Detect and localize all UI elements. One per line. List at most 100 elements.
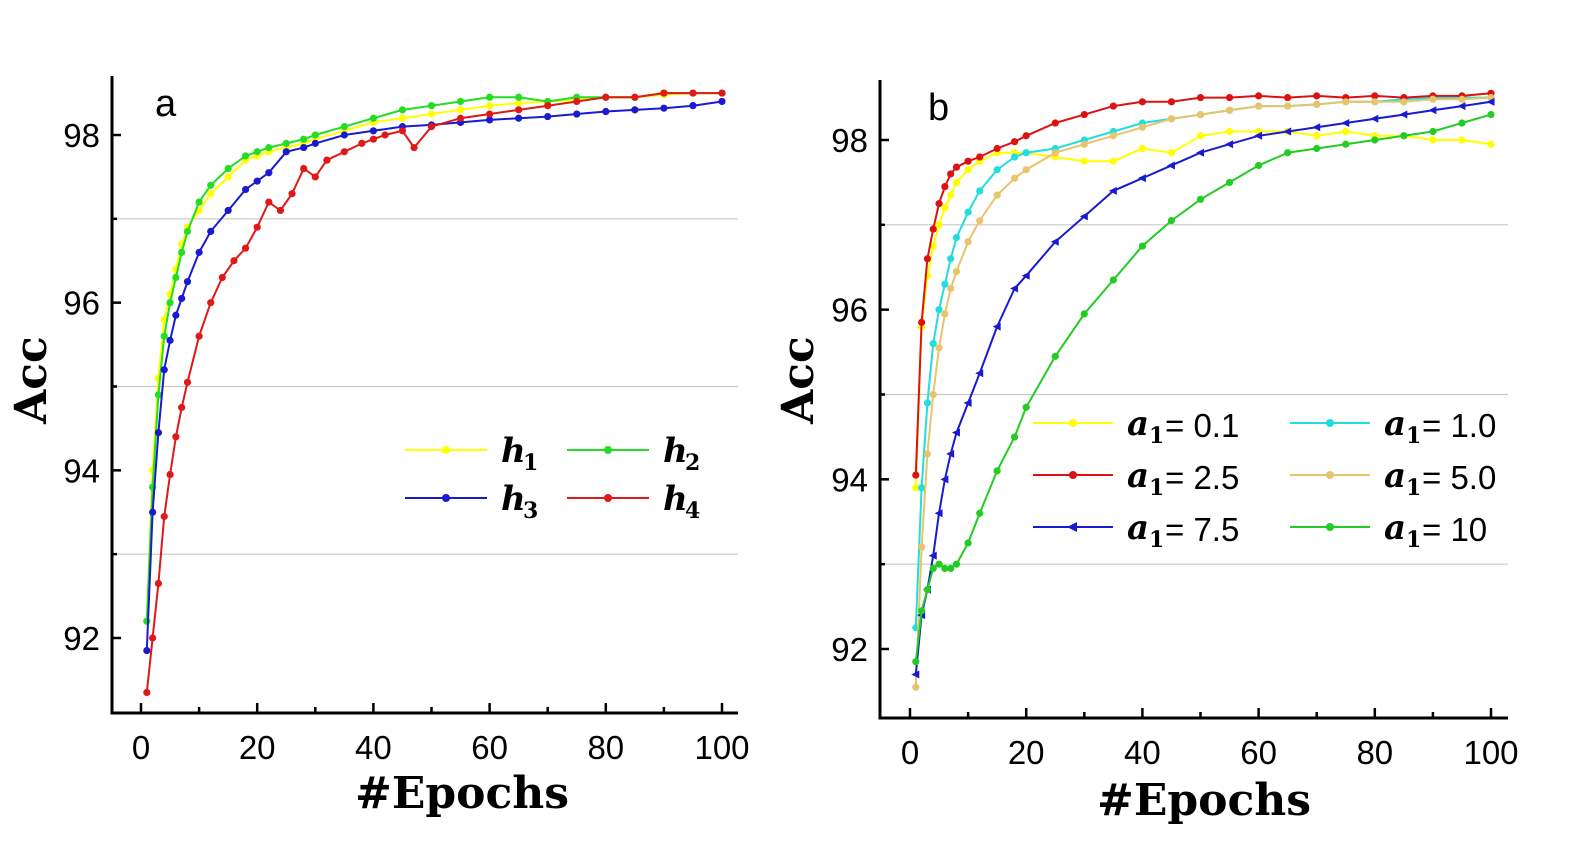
data-point [369, 135, 377, 143]
data-point [912, 471, 920, 479]
data-point [154, 429, 163, 437]
data-point [935, 221, 943, 229]
legend-subscript: 1 [523, 450, 538, 476]
legend-symbol: a [1127, 508, 1149, 548]
x-tick-label: 100 [694, 729, 749, 766]
y-tick-label: 98 [63, 117, 100, 154]
data-point [311, 173, 319, 181]
data-point [992, 322, 1001, 331]
data-point [660, 89, 668, 97]
data-point [689, 89, 697, 97]
data-point [912, 683, 920, 691]
data-point [1313, 144, 1321, 153]
data-point [241, 185, 250, 194]
y-tick-label: 96 [831, 292, 868, 329]
data-point [143, 688, 151, 697]
x-tick-label: 80 [587, 729, 624, 766]
data-point [340, 123, 348, 131]
data-point [976, 187, 984, 195]
data-point [1010, 138, 1019, 146]
data-point [928, 551, 937, 560]
legend-symbol: h [501, 431, 526, 471]
data-point [1225, 140, 1234, 149]
data-point [178, 403, 186, 412]
data-point [323, 156, 331, 164]
data-point [1022, 166, 1030, 174]
data-point [923, 255, 932, 263]
data-point [1370, 114, 1379, 123]
data-point [154, 391, 163, 399]
data-point [1022, 403, 1030, 411]
data-point [1051, 149, 1059, 157]
data-point [1313, 100, 1321, 108]
legend-subscript: 2 [685, 450, 700, 476]
legend-item: h2 [567, 431, 700, 476]
series-line [914, 96, 1492, 688]
data-point [381, 131, 389, 139]
data-point [486, 116, 494, 124]
data-point [311, 131, 319, 139]
series-line [914, 96, 1491, 628]
legend-subscript: 1 [1149, 475, 1164, 501]
data-point [149, 508, 157, 516]
legend-swatch-marker [1326, 419, 1334, 427]
legend-symbol: a [1384, 456, 1406, 496]
data-point [976, 509, 984, 517]
data-point [975, 369, 984, 378]
data-point [602, 107, 610, 116]
data-point [218, 273, 226, 282]
data-point [1284, 93, 1292, 102]
legend-subscript: 1 [1406, 423, 1421, 449]
data-point [410, 143, 418, 152]
legend-symbol: h [663, 479, 688, 519]
data-point [241, 152, 250, 160]
data-point [195, 198, 203, 206]
data-point [1167, 115, 1176, 123]
data-point [947, 564, 955, 573]
x-tick-label: 40 [1124, 734, 1161, 771]
data-point [166, 470, 174, 479]
data-point [369, 114, 377, 122]
data-point [963, 398, 972, 407]
legend-subscript: 3 [523, 498, 538, 524]
data-point [947, 170, 955, 178]
legend-item: a 1 = 5.0 [1290, 456, 1496, 501]
data-point [427, 110, 436, 118]
legend-value-label: = 7.5 [1165, 511, 1239, 548]
x-tick-label: 60 [471, 729, 508, 766]
legend-swatch-marker [442, 494, 450, 502]
data-point [1167, 216, 1176, 225]
data-point [456, 97, 465, 106]
data-point [1313, 132, 1321, 140]
data-point [1010, 433, 1019, 441]
series-a1-2 [912, 89, 1495, 479]
series-group [911, 89, 1495, 691]
series-line [145, 100, 723, 651]
data-point [1254, 131, 1263, 140]
data-point [964, 208, 972, 216]
data-point [1010, 284, 1019, 293]
series-line [914, 100, 1492, 675]
data-point [1458, 119, 1466, 127]
data-point [358, 139, 366, 147]
data-point [952, 163, 961, 171]
data-point [1341, 119, 1350, 128]
data-point [964, 238, 972, 246]
legend-swatch-marker [1069, 419, 1077, 427]
y-tick-label: 94 [63, 452, 100, 489]
data-point [602, 93, 610, 101]
data-point [1109, 276, 1117, 284]
data-point [952, 233, 961, 242]
data-point [207, 181, 215, 189]
data-point [160, 512, 168, 521]
data-point [195, 248, 203, 256]
legend-subscript: 1 [1149, 527, 1164, 553]
data-point [941, 183, 949, 191]
data-point [912, 658, 920, 666]
data-point [918, 607, 926, 615]
legend-symbol: a [1127, 456, 1149, 496]
data-point [1400, 132, 1408, 140]
x-tick-label: 40 [355, 729, 392, 766]
data-point [918, 484, 926, 492]
